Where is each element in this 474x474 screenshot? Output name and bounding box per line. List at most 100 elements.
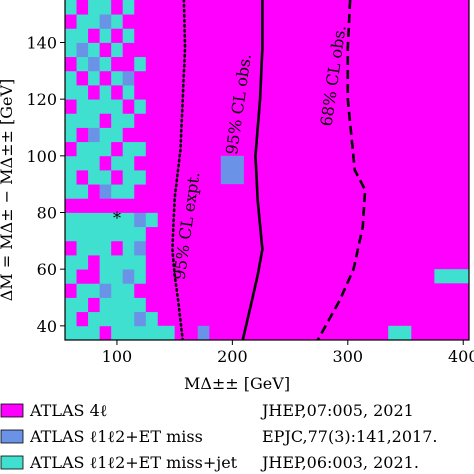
cell — [88, 198, 101, 213]
cell — [122, 141, 135, 157]
cell — [145, 0, 158, 15]
cell — [76, 141, 89, 157]
y-axis-label: ΔM = MΔ± − MΔ±± [GeV] — [0, 79, 16, 302]
cell — [99, 42, 112, 58]
cell — [145, 28, 158, 43]
cell — [65, 255, 77, 270]
x-tick-label: 200 — [217, 347, 248, 366]
cell — [134, 226, 147, 242]
cell — [122, 127, 135, 143]
cell — [76, 184, 89, 199]
x-tick-label: 100 — [102, 347, 133, 366]
cell — [88, 212, 101, 228]
cell — [111, 99, 124, 114]
cell — [65, 212, 77, 228]
cell — [122, 14, 135, 29]
cell — [111, 0, 124, 15]
cell — [145, 99, 158, 114]
cell — [134, 212, 147, 228]
cell — [122, 212, 135, 228]
cell — [122, 0, 135, 15]
contour-line — [316, 0, 367, 340]
cell — [145, 155, 158, 171]
cell — [76, 0, 89, 15]
cell — [76, 212, 89, 228]
cell — [88, 297, 101, 313]
cell — [145, 85, 158, 100]
cell — [99, 0, 112, 15]
cell — [99, 141, 112, 157]
cell — [145, 226, 158, 242]
cell — [145, 127, 158, 143]
y-tick-label: 140 — [26, 34, 57, 53]
y-tick-label: 60 — [37, 260, 57, 279]
heatmap — [65, 0, 469, 340]
cell — [65, 269, 77, 284]
cell — [111, 141, 124, 157]
cell — [134, 70, 147, 86]
cell — [122, 255, 135, 270]
y-tick-label: 120 — [26, 90, 57, 109]
cell — [145, 297, 158, 313]
cell — [122, 325, 135, 340]
cell — [145, 283, 158, 298]
cell — [76, 226, 89, 242]
legend-swatch — [0, 455, 24, 470]
cell — [111, 113, 124, 128]
cell — [99, 283, 112, 298]
cell — [134, 85, 147, 100]
cell — [99, 240, 112, 256]
cell — [76, 155, 89, 171]
cell — [99, 99, 112, 114]
cell — [134, 255, 147, 270]
cell — [65, 325, 77, 340]
cell — [111, 240, 124, 256]
cell — [65, 28, 77, 43]
cell — [134, 283, 147, 298]
cell — [99, 212, 112, 228]
cell — [134, 14, 147, 29]
cell — [134, 42, 147, 58]
cell — [65, 0, 77, 15]
cell — [88, 240, 101, 256]
cell — [145, 269, 158, 284]
cell — [122, 198, 135, 213]
cell — [88, 283, 101, 298]
cell — [134, 240, 147, 256]
cell — [111, 127, 124, 143]
cell — [76, 28, 89, 43]
cell — [99, 311, 112, 327]
cell — [111, 198, 124, 213]
cell — [134, 297, 147, 313]
cell — [111, 269, 124, 284]
cell — [134, 170, 147, 185]
cell — [99, 28, 112, 43]
cell — [111, 184, 124, 199]
cell — [99, 184, 112, 199]
cell — [99, 56, 112, 72]
cell — [122, 269, 135, 284]
cell — [134, 113, 147, 128]
cell — [88, 28, 101, 43]
cell — [145, 311, 158, 327]
cell — [88, 184, 101, 199]
cell — [122, 184, 135, 199]
cell — [65, 141, 77, 157]
cell — [122, 28, 135, 43]
cell — [99, 255, 112, 270]
cell — [134, 99, 147, 114]
cell — [76, 99, 89, 114]
cell — [111, 283, 124, 298]
cell — [388, 325, 412, 340]
cell — [122, 56, 135, 72]
cell — [88, 141, 101, 157]
cell — [88, 255, 101, 270]
cell — [145, 170, 158, 185]
cell — [145, 14, 158, 29]
cell — [88, 0, 101, 15]
axes: 100 200 300 400 40 60 80 100 120 140 — [26, 0, 474, 366]
cell — [99, 113, 112, 128]
cell — [122, 42, 135, 58]
cell — [134, 141, 147, 157]
